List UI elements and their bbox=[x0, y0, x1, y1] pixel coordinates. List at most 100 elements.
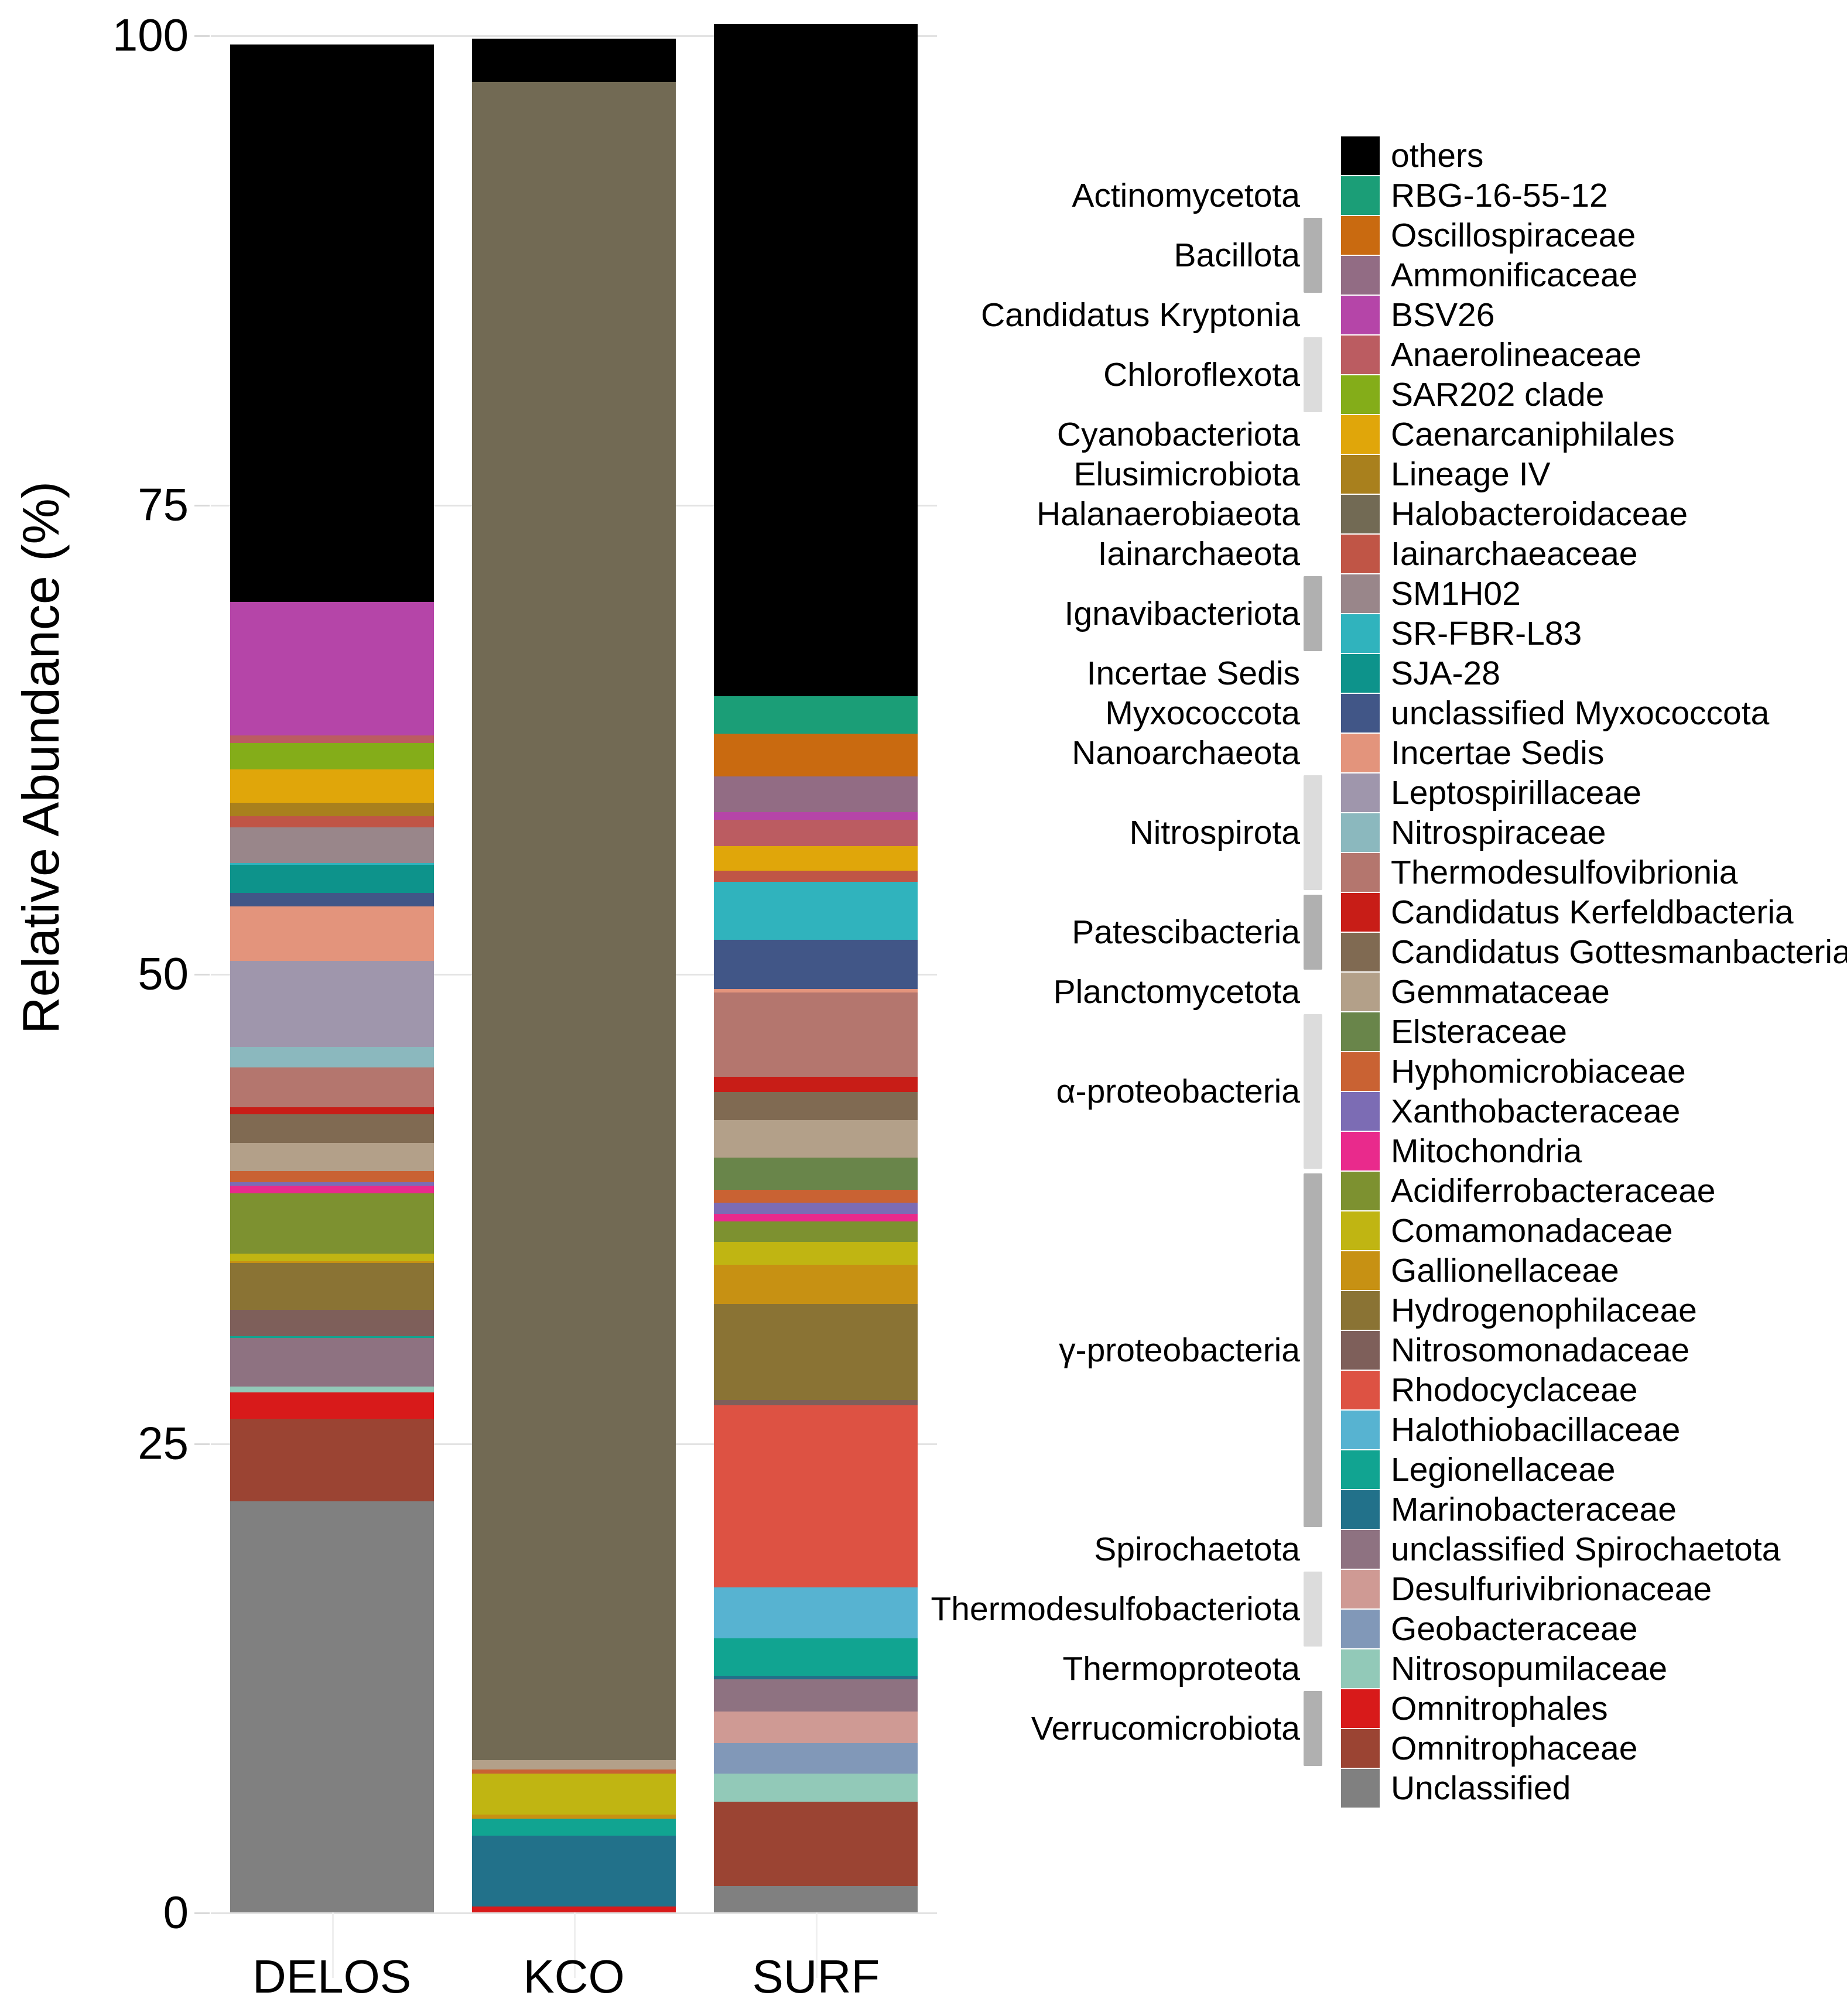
bar-segment[interactable] bbox=[230, 1182, 434, 1186]
bar-segment[interactable] bbox=[230, 742, 434, 769]
bar-segment[interactable] bbox=[230, 602, 434, 735]
bar-segment[interactable] bbox=[230, 1107, 434, 1115]
bar-segment[interactable] bbox=[230, 769, 434, 803]
legend-item[interactable]: SR-FBR-L83 bbox=[955, 614, 1833, 653]
bar-segment[interactable] bbox=[714, 820, 918, 846]
bar-segment[interactable] bbox=[230, 816, 434, 827]
legend-item[interactable]: Nitrospiraceae bbox=[955, 813, 1833, 853]
legend-item[interactable]: Gemmataceae bbox=[955, 972, 1833, 1012]
legend-item[interactable]: Oscillospiraceae bbox=[955, 215, 1833, 255]
bar-segment[interactable] bbox=[714, 1264, 918, 1305]
bar-segment[interactable] bbox=[230, 893, 434, 906]
bar-segment[interactable] bbox=[714, 1679, 918, 1712]
bar-segment[interactable] bbox=[714, 1676, 918, 1680]
legend-item[interactable]: SAR202 clade bbox=[955, 375, 1833, 415]
bar-segment[interactable] bbox=[230, 1142, 434, 1171]
bar-segment[interactable] bbox=[714, 1638, 918, 1676]
bar-segment[interactable] bbox=[714, 940, 918, 989]
bar-segment[interactable] bbox=[230, 803, 434, 816]
bar-segment[interactable] bbox=[714, 23, 918, 696]
legend-item[interactable]: Rhodocyclaceae bbox=[955, 1370, 1833, 1410]
bar-segment[interactable] bbox=[472, 1907, 676, 1912]
bar-segment[interactable] bbox=[714, 1077, 918, 1092]
bar-segment[interactable] bbox=[230, 1186, 434, 1194]
bar-segment[interactable] bbox=[230, 1114, 434, 1143]
bar-segment[interactable] bbox=[714, 1189, 918, 1203]
legend-item[interactable]: Halobacteroidaceae bbox=[955, 494, 1833, 534]
legend-item[interactable]: unclassified Spirochaetota bbox=[955, 1529, 1833, 1569]
bar-segment[interactable] bbox=[230, 960, 434, 1048]
legend-item[interactable]: Hydrogenophilaceae bbox=[955, 1291, 1833, 1330]
bar-segment[interactable] bbox=[472, 39, 676, 83]
legend-item[interactable]: Leptospirillaceae bbox=[955, 773, 1833, 813]
bar-segment[interactable] bbox=[230, 1387, 434, 1392]
bar-segment[interactable] bbox=[714, 812, 918, 820]
legend-item[interactable]: Hyphomicrobiaceae bbox=[955, 1052, 1833, 1091]
legend-item[interactable]: Halothiobacillaceae bbox=[955, 1410, 1833, 1450]
bar-segment[interactable] bbox=[714, 992, 918, 1077]
bar-segment[interactable] bbox=[714, 1773, 918, 1802]
legend-item[interactable]: Ammonificaceae bbox=[955, 255, 1833, 295]
bar-segment[interactable] bbox=[230, 1392, 434, 1419]
bar-segment[interactable] bbox=[714, 1399, 918, 1406]
bar-segment[interactable] bbox=[230, 1418, 434, 1501]
bar-segment[interactable] bbox=[472, 1760, 676, 1770]
bar-delos[interactable] bbox=[230, 35, 434, 1912]
bar-segment[interactable] bbox=[230, 1047, 434, 1068]
bar-segment[interactable] bbox=[230, 1337, 434, 1387]
bar-segment[interactable] bbox=[714, 733, 918, 777]
legend-item[interactable]: SM1H02 bbox=[955, 574, 1833, 614]
legend-item[interactable]: RBG-16-55-12 bbox=[955, 176, 1833, 215]
legend-item[interactable]: Candidatus Gottesmanbacteria bbox=[955, 932, 1847, 972]
bar-segment[interactable] bbox=[714, 988, 918, 993]
legend-item[interactable]: Desulfurivibrionaceae bbox=[955, 1569, 1833, 1609]
legend-item[interactable]: SJA-28 bbox=[955, 653, 1833, 693]
bar-segment[interactable] bbox=[230, 906, 434, 961]
bar-segment[interactable] bbox=[714, 1120, 918, 1158]
bar-segment[interactable] bbox=[230, 1193, 434, 1254]
legend-item[interactable]: Xanthobacteraceae bbox=[955, 1091, 1833, 1131]
legend-item[interactable]: Caenarcaniphilales bbox=[955, 415, 1833, 454]
bar-segment[interactable] bbox=[714, 870, 918, 882]
legend-item[interactable]: Omnitrophales bbox=[955, 1689, 1833, 1729]
legend-item[interactable]: Nitrosomonadaceae bbox=[955, 1330, 1833, 1370]
legend-item[interactable]: Gallionellaceae bbox=[955, 1251, 1833, 1291]
legend-item[interactable]: Mitochondria bbox=[955, 1131, 1833, 1171]
bar-segment[interactable] bbox=[714, 776, 918, 813]
bar-segment[interactable] bbox=[714, 1801, 918, 1887]
bar-segment[interactable] bbox=[472, 82, 676, 1761]
bar-segment[interactable] bbox=[230, 1253, 434, 1261]
bar-segment[interactable] bbox=[230, 1501, 434, 1912]
legend-item[interactable]: Marinobacteraceae bbox=[955, 1490, 1833, 1529]
legend-item[interactable]: Nitrosopumilaceae bbox=[955, 1649, 1833, 1689]
bar-segment[interactable] bbox=[230, 1336, 434, 1338]
legend-item[interactable]: BSV26 bbox=[955, 295, 1833, 335]
bar-segment[interactable] bbox=[714, 1711, 918, 1744]
legend-item[interactable]: Anaerolineaceae bbox=[955, 335, 1833, 375]
bar-surf[interactable] bbox=[714, 23, 918, 1912]
legend-item[interactable]: Candidatus Kerfeldbacteria bbox=[955, 892, 1833, 932]
legend-item[interactable]: Geobacteraceae bbox=[955, 1609, 1833, 1649]
bar-segment[interactable] bbox=[714, 1221, 918, 1243]
bar-segment[interactable] bbox=[230, 1309, 434, 1336]
bar-segment[interactable] bbox=[714, 1092, 918, 1121]
bar-segment[interactable] bbox=[472, 1815, 676, 1819]
bar-segment[interactable] bbox=[714, 1203, 918, 1214]
bar-segment[interactable] bbox=[230, 1262, 434, 1310]
legend-item[interactable]: unclassified Myxococcota bbox=[955, 693, 1833, 733]
bar-segment[interactable] bbox=[714, 881, 918, 940]
legend-item[interactable]: Incertae Sedis bbox=[955, 733, 1833, 773]
bar-segment[interactable] bbox=[714, 1242, 918, 1265]
legend-item[interactable]: Thermodesulfovibrionia bbox=[955, 853, 1833, 892]
bar-segment[interactable] bbox=[714, 1304, 918, 1400]
bar-segment[interactable] bbox=[230, 1067, 434, 1107]
legend-item[interactable]: Comamonadaceae bbox=[955, 1211, 1833, 1251]
legend-item[interactable]: Legionellaceae bbox=[955, 1450, 1833, 1490]
legend-item[interactable]: Acidiferrobacteraceae bbox=[955, 1171, 1833, 1211]
bar-segment[interactable] bbox=[714, 696, 918, 734]
bar-segment[interactable] bbox=[472, 1773, 676, 1815]
bar-segment[interactable] bbox=[230, 862, 434, 865]
bar-segment[interactable] bbox=[714, 1587, 918, 1638]
bar-kco[interactable] bbox=[472, 35, 676, 1912]
bar-segment[interactable] bbox=[472, 1835, 676, 1907]
